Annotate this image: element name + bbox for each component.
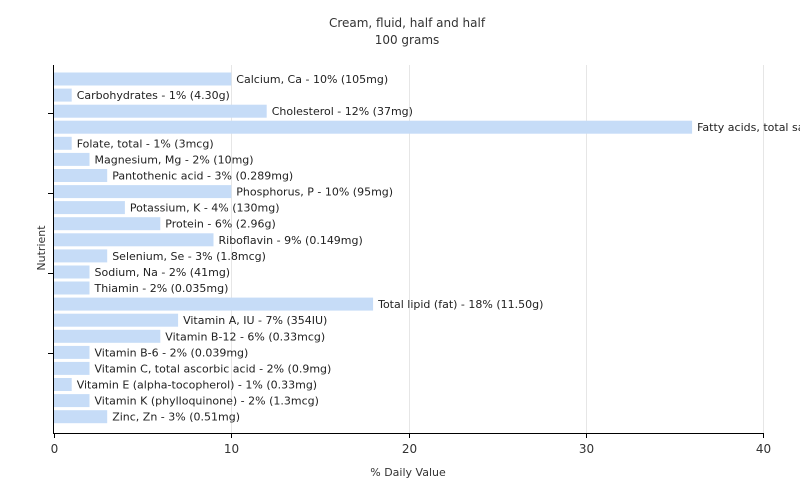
bar — [54, 410, 108, 424]
bar-label: Vitamin C, total ascorbic acid - 2% (0.9… — [95, 362, 332, 375]
x-tick-label: 30 — [579, 442, 594, 456]
chart-title: Cream, fluid, half and half — [329, 16, 486, 30]
bar-label: Phosphorus, P - 10% (95mg) — [236, 186, 393, 199]
bar — [54, 394, 90, 408]
bar-label: Calcium, Ca - 10% (105mg) — [236, 73, 388, 86]
x-tick-label: 40 — [756, 442, 771, 456]
bar — [54, 136, 72, 150]
bar — [54, 217, 161, 231]
bar-label: Total lipid (fat) - 18% (11.50g) — [377, 298, 543, 311]
bar-label: Vitamin A, IU - 7% (354IU) — [183, 314, 327, 327]
bar-label: Thiamin - 2% (0.035mg) — [94, 282, 229, 295]
bar — [54, 169, 108, 182]
bar — [54, 297, 374, 311]
bar-label: Riboflavin - 9% (0.149mg) — [219, 234, 363, 247]
x-tick-label: 20 — [402, 442, 417, 456]
bars — [54, 72, 693, 424]
bar — [54, 378, 72, 391]
bar — [54, 345, 90, 359]
bar-labels: Calcium, Ca - 10% (105mg) Carbohydrates -… — [77, 73, 800, 424]
bar-label: Potassium, K - 4% (130mg) — [130, 202, 280, 215]
bar-label: Pantothenic acid - 3% (0.289mg) — [112, 170, 293, 183]
bar-label: Zinc, Zn - 3% (0.51mg) — [112, 411, 240, 424]
bar-label: Cholesterol - 12% (37mg) — [272, 105, 413, 118]
bar — [54, 201, 125, 215]
bar-label: Vitamin E (alpha-tocopherol) - 1% (0.33m… — [77, 379, 317, 392]
chart-subtitle: 100 grams — [375, 33, 440, 47]
bar-label: Vitamin K (phylloquinone) - 2% (1.3mcg) — [95, 395, 319, 408]
bar-label: Folate, total - 1% (3mcg) — [77, 137, 214, 150]
bar — [54, 185, 232, 199]
bar-label: Sodium, Na - 2% (41mg) — [95, 266, 231, 279]
bar-label: Vitamin B-6 - 2% (0.039mg) — [95, 346, 249, 359]
bar-label: Selenium, Se - 3% (1.8mcg) — [112, 250, 266, 263]
bar — [54, 281, 90, 295]
x-tick-label: 10 — [224, 442, 239, 456]
bar — [54, 233, 214, 247]
bar — [54, 265, 90, 279]
bar — [54, 72, 232, 86]
bar-label: Protein - 6% (2.96g) — [165, 218, 276, 231]
bar — [54, 104, 267, 118]
bar — [54, 152, 90, 166]
bar — [54, 329, 161, 343]
bar-label: Vitamin B-12 - 6% (0.33mcg) — [165, 330, 325, 343]
bar — [54, 361, 90, 375]
bar-label: Fatty acids, total saturated - 36% (7.15… — [697, 121, 800, 134]
bar-label: Magnesium, Mg - 2% (10mg) — [95, 153, 254, 166]
bar-label: Carbohydrates - 1% (4.30g) — [77, 89, 230, 102]
x-ticks: 0 10 20 30 40 — [48, 113, 771, 456]
bar — [54, 88, 72, 102]
bar — [54, 249, 108, 263]
bar — [54, 313, 179, 327]
y-axis-label: Nutrient — [35, 225, 48, 271]
x-tick-label: 0 — [51, 442, 59, 456]
axes — [53, 65, 763, 434]
x-axis-label: % Daily Value — [370, 466, 446, 479]
bar — [54, 120, 693, 134]
